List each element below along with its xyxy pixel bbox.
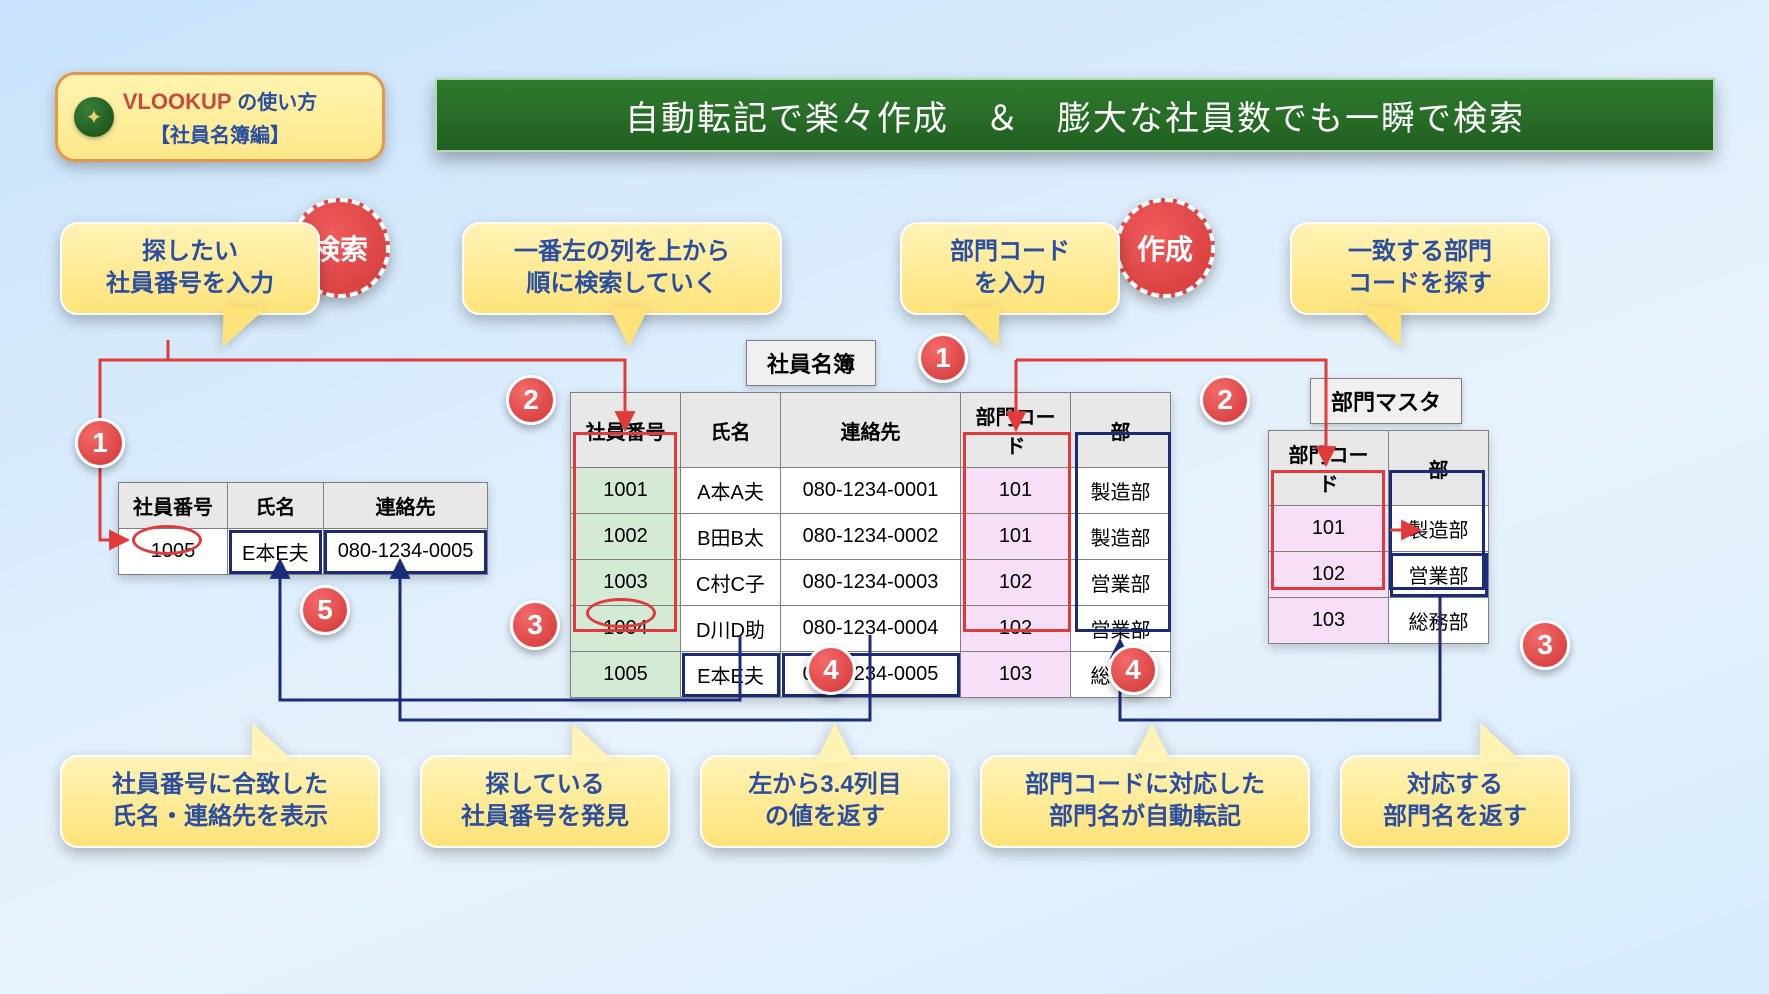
table-row: 1005 E本E夫 080-1234-0005 [119,529,488,575]
callout-return-deptname: 対応する 部門名を返す [1340,755,1570,848]
m-3-2: 080-1234-0004 [781,606,961,652]
m-2-1: C村C子 [681,560,781,606]
m-0-1: A本A夫 [681,468,781,514]
m-2-3: 102 [961,560,1071,606]
callout-text: 探している 社員番号を発見 [461,769,629,834]
lookup-table: 社員番号 氏名 連絡先 1005 E本E夫 080-1234-0005 [118,482,488,575]
lookup-empno: 1005 [119,529,228,575]
num-r3: 3 [1520,620,1570,670]
mhdr-1: 氏名 [681,393,781,468]
table-row: 1004 D川D助 080-1234-0004 102 営業部 [571,606,1171,652]
mhdr-4: 部 [1071,393,1171,468]
badge-sub: の使い方 [237,92,317,114]
callout-search-leftcol: 一番左の列を上から 順に検索していく [462,222,782,315]
lookup-tel: 080-1234-0005 [323,529,488,575]
title-badge: ✦ VLOOKUP の使い方 【社員名簿編】 [55,72,385,162]
num-r2: 2 [1200,375,1250,425]
m-1-3: 101 [961,514,1071,560]
lookup-hdr-1: 氏名 [228,483,324,529]
table-row: 1005 E本E夫 080-1234-0005 103 総務部 [571,652,1171,698]
m-4-1: E本E夫 [681,652,781,698]
m-2-0: 1003 [571,560,681,606]
d-1-0: 102 [1269,552,1389,598]
num-2: 2 [506,375,556,425]
m-0-0: 1001 [571,468,681,514]
callout-found-empno: 探している 社員番号を発見 [420,755,670,848]
dhdr-1: 部 [1389,431,1489,506]
main-table-title: 社員名簿 [746,340,876,386]
round-badge-create: 作成 [1115,198,1215,298]
mhdr-2: 連絡先 [781,393,961,468]
lookup-hdr-0: 社員番号 [119,483,228,529]
m-0-4: 製造部 [1071,468,1171,514]
m-3-1: D川D助 [681,606,781,652]
table-row: 102 営業部 [1269,552,1489,598]
num-r4: 4 [1108,645,1158,695]
callout-text: 探したい 社員番号を入力 [106,236,274,301]
m-1-0: 1002 [571,514,681,560]
num-1: 1 [75,418,125,468]
callout-return-cols: 左から3.4列目 の値を返す [700,755,950,848]
m-2-4: 営業部 [1071,560,1171,606]
d-1-1: 営業部 [1389,552,1489,598]
m-0-3: 101 [961,468,1071,514]
d-0-0: 101 [1269,506,1389,552]
d-0-1: 製造部 [1389,506,1489,552]
dept-table-title: 部門マスタ [1310,378,1462,424]
callout-text: 一番左の列を上から 順に検索していく [514,236,730,301]
d-2-0: 103 [1269,598,1389,644]
table-row: 社員番号 氏名 連絡先 [119,483,488,529]
leaf-icon: ✦ [74,97,114,137]
badge-line2: 【社員名簿編】 [150,119,290,148]
callout-text: 部門コード を入力 [950,236,1070,301]
table-row: 部門コード 部 [1269,431,1489,506]
callout-show-result: 社員番号に合致した 氏名・連絡先を表示 [60,755,380,848]
callout-text: 左から3.4列目 の値を返す [748,769,901,834]
callout-text: 部門コードに対応した 部門名が自動転記 [1025,769,1265,834]
num-r1: 1 [918,333,968,383]
m-3-4: 営業部 [1071,606,1171,652]
m-0-2: 080-1234-0001 [781,468,961,514]
table-row: 1003 C村C子 080-1234-0003 102 営業部 [571,560,1171,606]
mhdr-0: 社員番号 [571,393,681,468]
m-4-0: 1005 [571,652,681,698]
dhdr-0: 部門コード [1269,431,1389,506]
m-1-2: 080-1234-0002 [781,514,961,560]
m-3-0: 1004 [571,606,681,652]
dept-table: 部門コード 部 101 製造部 102 営業部 103 総務部 [1268,430,1489,644]
table-row: 103 総務部 [1269,598,1489,644]
mhdr-3: 部門コード [961,393,1071,468]
m-2-2: 080-1234-0003 [781,560,961,606]
m-1-4: 製造部 [1071,514,1171,560]
num-5: 5 [300,585,350,635]
d-2-1: 総務部 [1389,598,1489,644]
main-banner: 自動転記で楽々作成 ＆ 膨大な社員数でも一瞬で検索 [435,78,1715,152]
callout-text: 社員番号に合致した 氏名・連絡先を表示 [112,769,328,834]
callout-enter-deptcode: 部門コード を入力 [900,222,1120,315]
lookup-hdr-2: 連絡先 [323,483,488,529]
table-row: 1002 B田B太 080-1234-0002 101 製造部 [571,514,1171,560]
m-1-1: B田B太 [681,514,781,560]
num-4: 4 [806,645,856,695]
lookup-name: E本E夫 [228,529,324,575]
callout-match-dept: 一致する部門 コードを探す [1290,222,1550,315]
m-3-3: 102 [961,606,1071,652]
m-4-3: 103 [961,652,1071,698]
num-3: 3 [510,600,560,650]
main-table: 社員番号 氏名 連絡先 部門コード 部 1001 A本A夫 080-1234-0… [570,392,1171,698]
table-row: 社員番号 氏名 連絡先 部門コード 部 [571,393,1171,468]
callout-auto-fill: 部門コードに対応した 部門名が自動転記 [980,755,1310,848]
callout-text: 対応する 部門名を返す [1383,769,1527,834]
table-row: 1001 A本A夫 080-1234-0001 101 製造部 [571,468,1171,514]
badge-title: VLOOKUP [123,89,231,114]
callout-enter-empno: 探したい 社員番号を入力 [60,222,320,315]
callout-text: 一致する部門 コードを探す [1348,236,1492,301]
table-row: 101 製造部 [1269,506,1489,552]
